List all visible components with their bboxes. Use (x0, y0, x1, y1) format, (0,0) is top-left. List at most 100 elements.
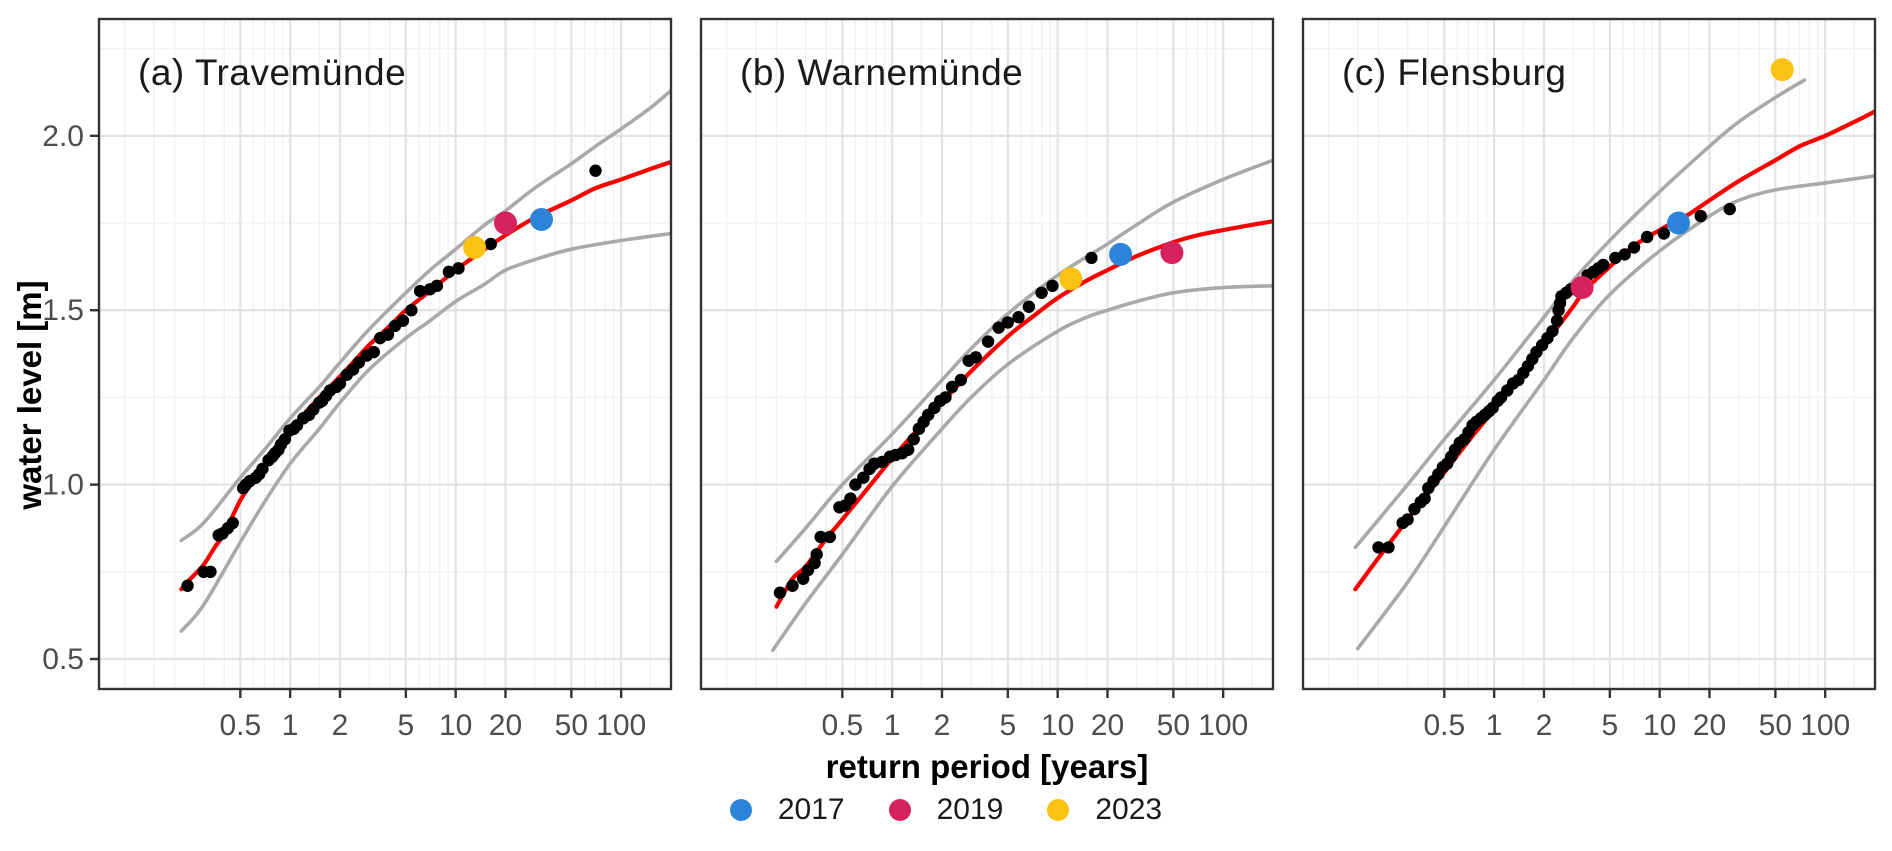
x-tick-label: 1 (282, 709, 299, 742)
panel-a: 0.5 1 2 5 10 20 50 100 (97, 17, 673, 742)
observation-point (1035, 286, 1048, 299)
observation-point (452, 262, 465, 275)
y-tick-label: 1.5 (42, 294, 84, 327)
observation-point (1401, 513, 1414, 526)
observation-point (1046, 279, 1059, 293)
legend: 2017 2019 2023 (0, 793, 1892, 827)
x-tick-label: 20 (1091, 709, 1124, 742)
legend-item-2017: 2017 (729, 793, 845, 827)
observation-point (1022, 300, 1036, 313)
observation-point (1012, 311, 1025, 324)
observation-point (786, 579, 799, 592)
x-tick-label: 20 (489, 709, 522, 742)
event-point-2023 (1770, 58, 1794, 82)
event-point-2017 (529, 208, 553, 232)
observation-point (405, 304, 418, 317)
observation-point (589, 164, 602, 177)
x-tick-label: 100 (1198, 709, 1248, 742)
x-axis-title: return period [years] (825, 748, 1149, 785)
x-tick-label: 50 (1759, 709, 1792, 742)
observation-point (945, 380, 959, 394)
observation-point (939, 391, 952, 404)
observation-point (954, 373, 968, 387)
observation-point (256, 462, 269, 476)
observation-point (367, 345, 380, 359)
confidence-upper-line (774, 158, 1273, 564)
y-axis-title: water level [m] (11, 280, 48, 510)
observation-point (381, 328, 395, 341)
event-point-2017 (1109, 242, 1133, 266)
event-point-2017 (1667, 211, 1691, 235)
legend-label-2017: 2017 (777, 793, 845, 826)
event-point-2023 (463, 235, 487, 259)
x-tick-label: 10 (439, 709, 472, 742)
panel-border (1301, 17, 1877, 691)
observation-point (1627, 241, 1641, 254)
panel-title-warnemuende: (b) Warnemünde (740, 52, 1024, 93)
x-tick-label: 0.5 (219, 709, 261, 742)
x-tick-label: 50 (555, 709, 588, 742)
observation-point (992, 321, 1005, 334)
observation-point (1546, 324, 1559, 338)
x-tick-label: 5 (999, 709, 1016, 742)
observation-point (1618, 248, 1631, 261)
observation-point (442, 265, 456, 279)
panel-c: 0.5 1 2 5 10 20 50 100 (1301, 17, 1877, 742)
observation-point (969, 351, 982, 364)
x-tick-label: 5 (1601, 709, 1618, 742)
observation-point (226, 516, 239, 530)
observation-point (1657, 227, 1671, 240)
observation-point (1694, 209, 1707, 223)
confidence-upper-line (1353, 78, 1807, 550)
legend-dot-2019-icon (888, 799, 911, 821)
x-tick-label: 0.5 (1423, 709, 1465, 742)
confidence-lower-line (1355, 174, 1875, 651)
panel-b: 0.5 1 2 5 10 20 50 100 (699, 17, 1275, 742)
panel-border (699, 17, 1275, 691)
legend-item-2023: 2023 (1047, 793, 1162, 827)
x-tick-label: 100 (596, 709, 646, 742)
observation-point (773, 586, 787, 599)
y-tick-label: 1.0 (42, 469, 84, 502)
event-point-2019 (493, 211, 517, 235)
event-point-2019 (1570, 276, 1594, 300)
observation-point (823, 530, 836, 544)
observation-point (1550, 314, 1564, 327)
x-tick-label: 2 (332, 709, 349, 742)
observation-point (1597, 258, 1610, 272)
confidence-lower-line (179, 231, 671, 633)
observation-point (413, 284, 427, 298)
legend-item-2019: 2019 (888, 793, 1003, 827)
observation-point (907, 433, 920, 446)
observation-point (181, 579, 194, 592)
observation-point (484, 237, 497, 251)
x-tick-label: 50 (1157, 709, 1190, 742)
event-point-2023 (1059, 267, 1083, 291)
x-tick-label: 10 (1041, 709, 1074, 742)
observation-point (430, 279, 444, 293)
x-tick-label: 20 (1693, 709, 1726, 742)
observation-point (901, 443, 915, 456)
y-tick-label: 0.5 (42, 643, 84, 676)
observation-point (1640, 230, 1654, 244)
observation-point (333, 377, 347, 390)
observation-point (1085, 251, 1098, 265)
observation-point (1723, 202, 1736, 216)
x-tick-label: 0.5 (821, 709, 863, 742)
observation-point (396, 314, 410, 327)
observation-point (857, 471, 870, 484)
observation-point (814, 530, 827, 544)
legend-label-2023: 2023 (1095, 793, 1163, 826)
panel-border (97, 17, 673, 691)
x-tick-label: 2 (1536, 709, 1553, 742)
y-tick-label: 2.0 (42, 120, 84, 153)
legend-dot-2017-icon (729, 799, 752, 821)
observation-point (204, 565, 217, 579)
panel-title-travemuende: (a) Travemünde (138, 52, 407, 93)
x-tick-label: 1 (884, 709, 901, 742)
confidence-upper-line (179, 88, 671, 543)
observation-point (844, 492, 857, 505)
x-tick-label: 10 (1643, 709, 1676, 742)
